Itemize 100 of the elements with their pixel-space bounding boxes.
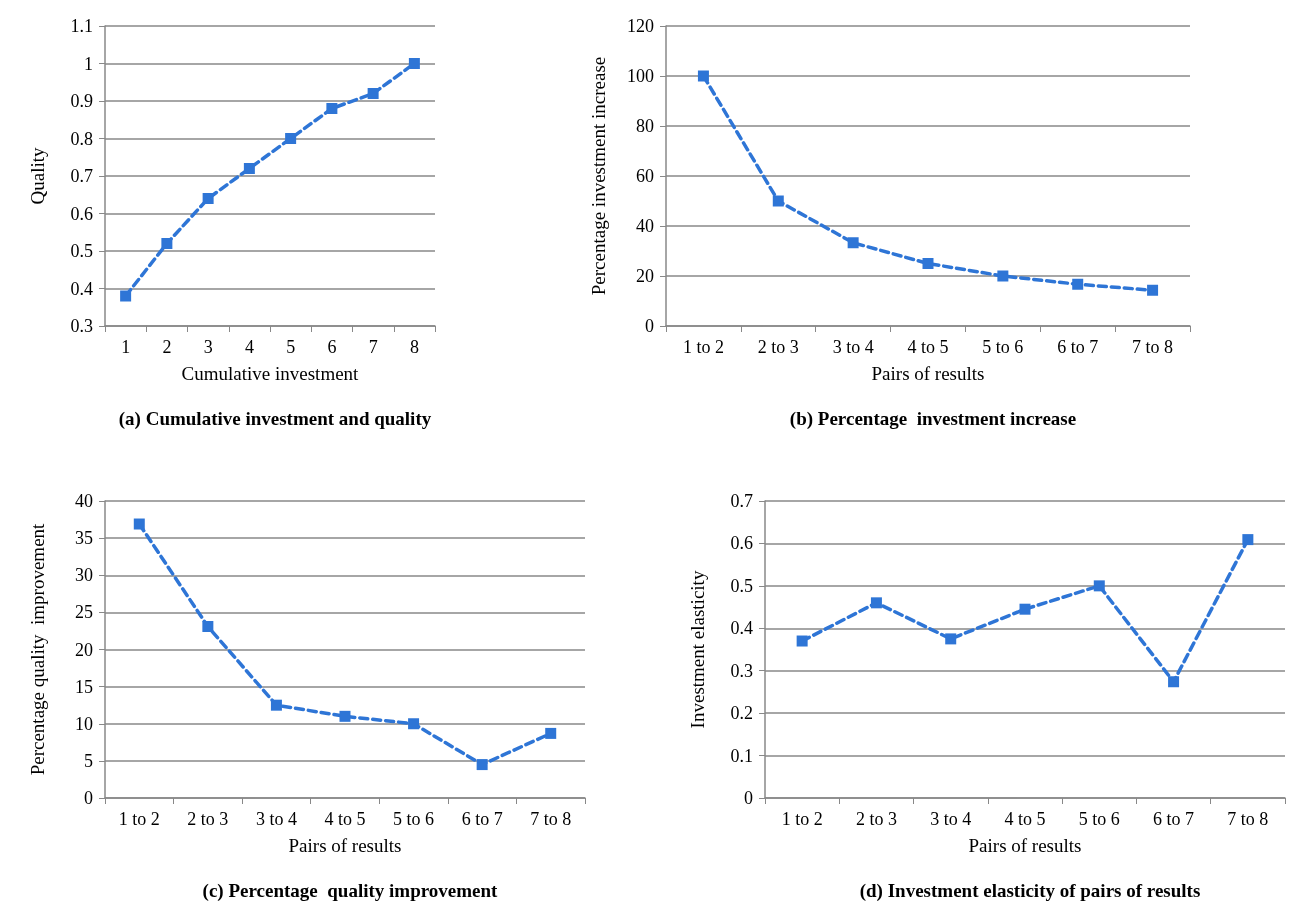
text: (c) Percentage quality improvement bbox=[202, 880, 499, 902]
point bbox=[408, 718, 420, 730]
point bbox=[326, 103, 338, 114]
x-tick-label: 7 to 8 bbox=[1132, 337, 1174, 357]
point bbox=[945, 633, 957, 645]
x-tick-label: 4 bbox=[244, 337, 254, 357]
y-tick-label: 0.7 bbox=[730, 491, 753, 511]
x-tick-label: 6 to 7 bbox=[1057, 337, 1099, 357]
x-tick-label: 4 to 5 bbox=[1004, 809, 1046, 829]
y-tick-label: 0.5 bbox=[730, 575, 753, 596]
x-tick-label: 4 to 5 bbox=[907, 337, 949, 357]
x-axis-title: Pairs of results bbox=[871, 363, 985, 384]
x-tick-label: 5 to 6 bbox=[393, 809, 435, 829]
point bbox=[202, 620, 214, 632]
point bbox=[772, 195, 784, 207]
y-tick-label: 0.1 bbox=[730, 745, 753, 766]
point bbox=[202, 193, 214, 204]
x-tick-label: 3 to 4 bbox=[255, 809, 297, 829]
x-tick-label: 6 to 7 bbox=[1153, 809, 1195, 829]
x-tick-label: 5 to 6 bbox=[982, 337, 1024, 357]
y-tick-label: 60 bbox=[636, 166, 654, 186]
x-axis-title: Pairs of results bbox=[288, 835, 402, 856]
y-tick-label: 0.4 bbox=[730, 618, 753, 639]
x-tick-label: 2 to 3 bbox=[855, 809, 897, 829]
y-tick-label: 0 bbox=[744, 788, 753, 808]
y-tick-label: 0 bbox=[84, 788, 93, 808]
point bbox=[1242, 534, 1254, 546]
x-tick-label: 7 bbox=[368, 337, 378, 357]
point bbox=[339, 710, 351, 722]
x-tick-label: 1 to 2 bbox=[781, 809, 823, 829]
point bbox=[545, 727, 557, 739]
y-axis-title: Quality bbox=[27, 147, 48, 205]
x-tick-label: 2 to 3 bbox=[187, 809, 229, 829]
x-tick-label: 5 to 6 bbox=[1078, 809, 1120, 829]
x-axis-title: Cumulative investment bbox=[181, 363, 360, 384]
y-tick-label: 100 bbox=[627, 66, 654, 86]
y-tick-label: 0.8 bbox=[70, 128, 93, 149]
y-tick-label: 120 bbox=[627, 16, 654, 36]
point bbox=[1168, 676, 1180, 688]
x-tick-label: 6 to 7 bbox=[461, 809, 503, 829]
text: (b) Percentage investment increase bbox=[789, 408, 1077, 430]
point bbox=[870, 597, 882, 609]
y-tick-label: 0.9 bbox=[70, 91, 93, 111]
point bbox=[1072, 278, 1084, 290]
point bbox=[285, 133, 297, 144]
text: (d) Investment elasticity of pairs of results bbox=[859, 880, 1201, 902]
x-tick-label: 7 to 8 bbox=[530, 809, 572, 829]
y-tick-label: 20 bbox=[636, 266, 654, 286]
y-tick-label: 1.1 bbox=[70, 16, 93, 36]
x-tick-label: 3 bbox=[203, 337, 213, 357]
point bbox=[922, 258, 934, 269]
x-tick-label: 3 to 4 bbox=[930, 809, 972, 829]
point bbox=[997, 270, 1009, 282]
y-tick-label: 0 bbox=[645, 316, 654, 336]
point bbox=[243, 163, 255, 174]
y-axis-title: Percentage investment increase bbox=[588, 56, 609, 296]
y-tick-label: 0.2 bbox=[730, 703, 753, 724]
point bbox=[697, 70, 709, 82]
y-tick-label: 25 bbox=[75, 602, 93, 623]
y-tick-label: 30 bbox=[75, 565, 93, 586]
point bbox=[476, 759, 488, 771]
y-tick-label: 0.5 bbox=[70, 241, 93, 261]
x-tick-label: 1 to 2 bbox=[118, 809, 160, 829]
x-tick-label: 2 to 3 bbox=[757, 337, 799, 357]
x-tick-label: 4 to 5 bbox=[324, 809, 366, 829]
y-tick-label: 15 bbox=[75, 676, 93, 697]
x-tick-label: 2 bbox=[162, 337, 172, 357]
point bbox=[847, 237, 859, 249]
y-tick-label: 35 bbox=[75, 528, 93, 549]
x-tick-label: 1 bbox=[121, 337, 131, 357]
y-tick-label: 80 bbox=[636, 116, 654, 136]
point bbox=[367, 88, 379, 99]
x-tick-label: 8 bbox=[409, 337, 419, 357]
point bbox=[1093, 580, 1105, 592]
x-tick-label: 6 bbox=[327, 337, 337, 357]
point bbox=[133, 518, 145, 530]
x-tick-label: 1 to 2 bbox=[682, 337, 724, 357]
point bbox=[1019, 603, 1031, 615]
point bbox=[796, 635, 808, 647]
y-tick-label: 0.7 bbox=[70, 166, 93, 186]
point bbox=[408, 58, 420, 69]
y-tick-label: 1 bbox=[84, 53, 93, 74]
y-tick-label: 0.6 bbox=[70, 203, 93, 224]
x-axis-title: Pairs of results bbox=[968, 835, 1082, 856]
y-axis-title: Percentage quality improvement bbox=[27, 522, 48, 776]
y-tick-label: 40 bbox=[636, 216, 654, 236]
y-axis-title: Investment elasticity bbox=[687, 570, 708, 729]
point bbox=[161, 238, 173, 249]
x-tick-label: 7 to 8 bbox=[1227, 809, 1269, 829]
x-tick-label: 5 bbox=[286, 337, 296, 357]
point bbox=[270, 699, 282, 711]
y-tick-label: 0.6 bbox=[730, 533, 753, 554]
y-tick-label: 20 bbox=[75, 639, 93, 660]
y-tick-label: 0.3 bbox=[70, 316, 93, 336]
y-tick-label: 0.4 bbox=[70, 278, 93, 299]
y-tick-label: 0.3 bbox=[730, 660, 753, 681]
x-tick-label: 3 to 4 bbox=[832, 337, 874, 357]
point bbox=[1147, 284, 1159, 296]
y-tick-label: 10 bbox=[75, 713, 93, 734]
point bbox=[120, 290, 132, 302]
